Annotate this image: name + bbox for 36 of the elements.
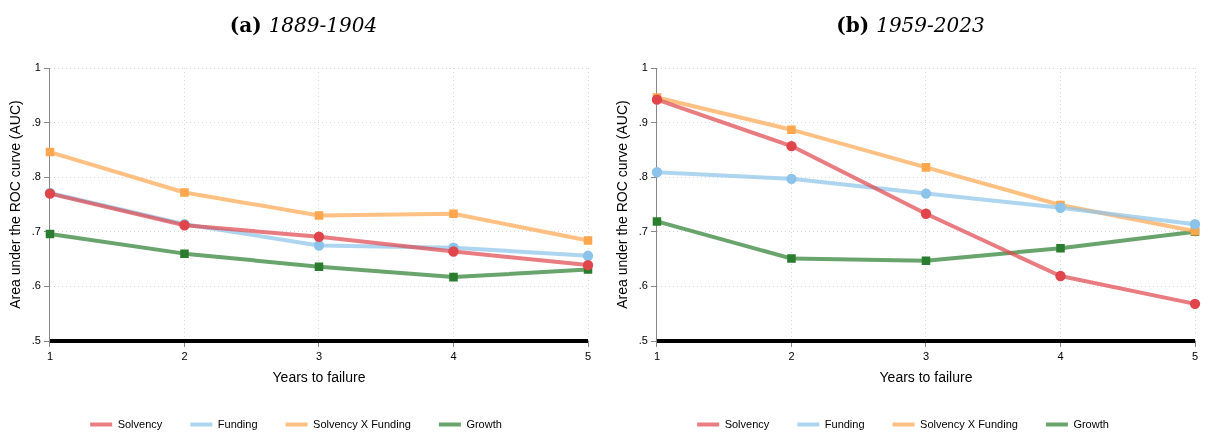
legend-label: Solvency X Funding <box>313 417 411 430</box>
legend-label: Solvency <box>724 417 770 430</box>
legend-label: Funding <box>217 417 258 430</box>
y-tick-label: .7 <box>638 224 648 237</box>
x-axis-title: Years to failure <box>879 369 973 386</box>
y-axis-title: Area under the ROC curve (AUC) <box>7 100 24 309</box>
y-tick-label: .8 <box>31 170 41 183</box>
y-tick-label: .7 <box>31 224 41 237</box>
legend-label: Funding <box>824 417 865 430</box>
legend-label: Solvency X Funding <box>920 417 1018 430</box>
chart-title: (a) 1889-1904 <box>229 13 378 37</box>
y-tick-label: .9 <box>31 115 41 128</box>
y-tick-label: .9 <box>638 115 648 128</box>
x-tick-label: 1 <box>46 349 54 362</box>
y-tick-label: 1 <box>34 61 41 74</box>
legend-label: Growth <box>1073 417 1109 430</box>
y-tick-label: .6 <box>31 279 41 292</box>
chart-title: (b) 1959-2023 <box>836 13 985 37</box>
x-tick-label: 4 <box>450 349 457 362</box>
y-tick-label: 1 <box>641 61 648 74</box>
y-tick-label: .6 <box>638 279 648 292</box>
y-axis-title: Area under the ROC curve (AUC) <box>614 100 631 309</box>
x-tick-label: 4 <box>1057 349 1064 362</box>
y-tick-label: .8 <box>638 170 648 183</box>
x-tick-label: 2 <box>788 349 795 362</box>
x-tick-label: 5 <box>1191 349 1199 362</box>
y-tick-label: .5 <box>31 334 41 347</box>
y-tick-label: .5 <box>638 334 648 347</box>
legend-label: Growth <box>466 417 502 430</box>
x-tick-label: 2 <box>181 349 188 362</box>
x-axis-title: Years to failure <box>272 369 366 386</box>
x-tick-label: 3 <box>922 349 930 362</box>
legend-label: Solvency <box>117 417 163 430</box>
x-tick-label: 3 <box>315 349 323 362</box>
x-tick-label: 1 <box>653 349 661 362</box>
x-tick-label: 5 <box>584 349 592 362</box>
